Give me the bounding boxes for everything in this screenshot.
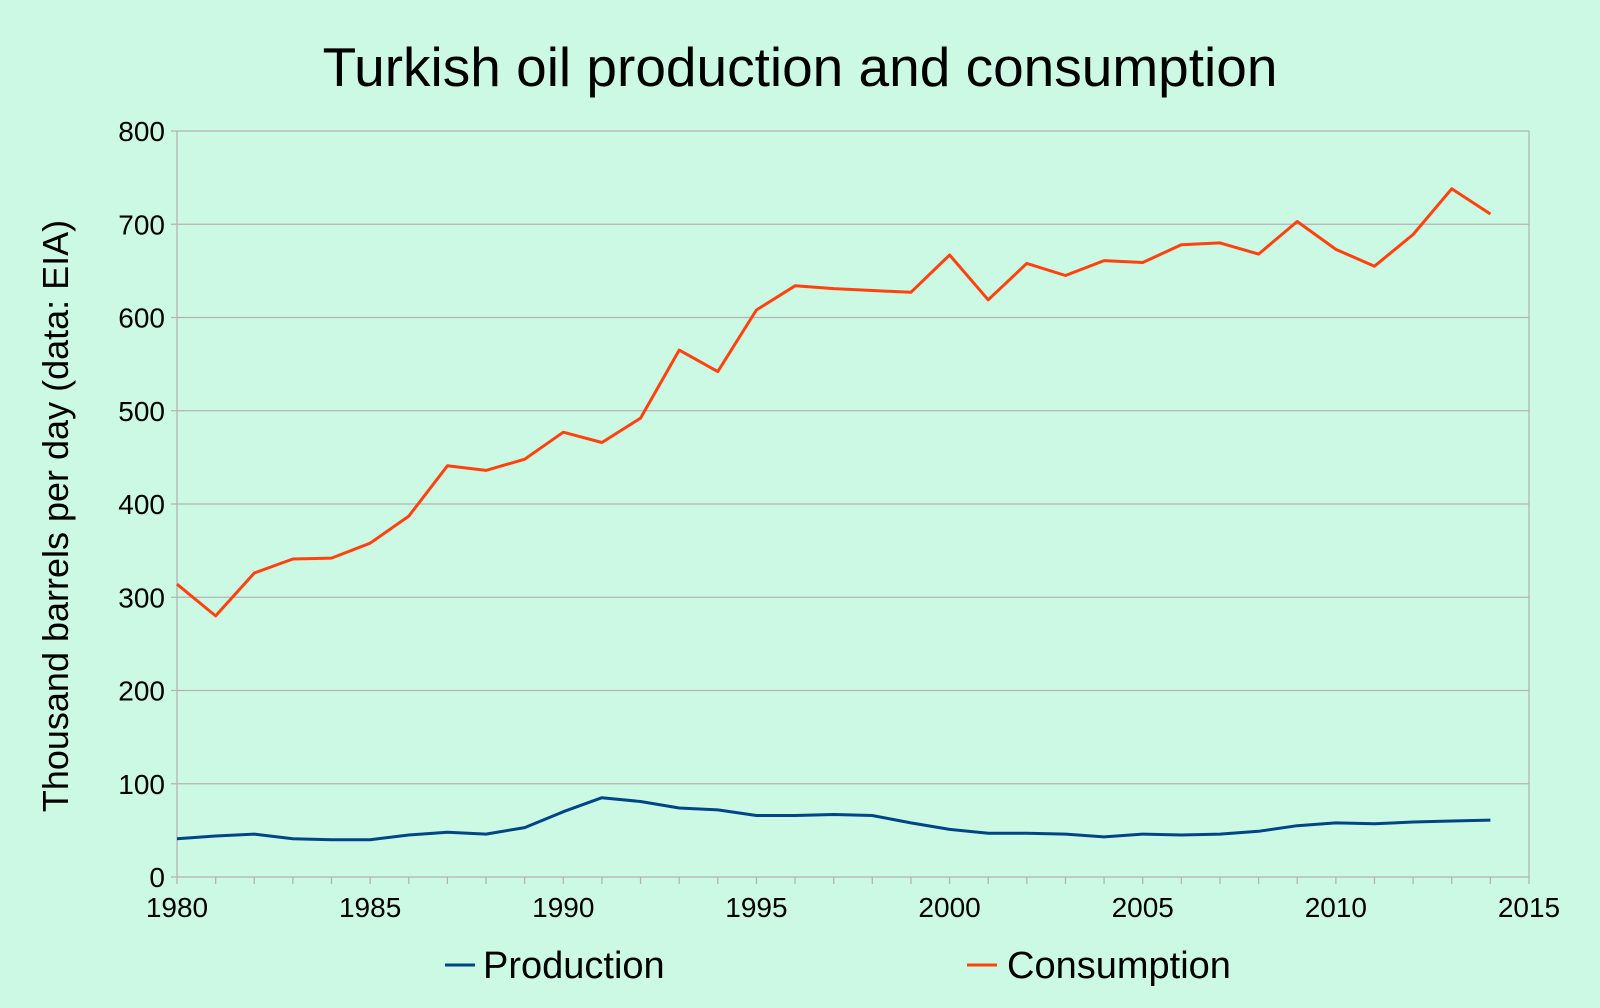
legend-label-consumption: Consumption xyxy=(1007,945,1231,987)
y-tick-label-600: 600 xyxy=(118,303,165,334)
y-tick-label-100: 100 xyxy=(118,769,165,800)
axes xyxy=(176,131,1530,884)
tick-labels: 0 100 200 300 400 500 600 700 800 1980 1985 1990 199… xyxy=(118,116,1560,923)
x-tick-label-1990: 1990 xyxy=(532,892,594,923)
y-axis-label: Thousand barrels per day (data: EIA) xyxy=(35,220,76,812)
x-tick-label-2000: 2000 xyxy=(918,892,980,923)
series-lines xyxy=(176,187,1492,842)
grid-lines xyxy=(171,130,1529,878)
y-tick-label-400: 400 xyxy=(118,489,165,520)
y-tick-label-800: 800 xyxy=(118,116,165,147)
y-tick-label-300: 300 xyxy=(118,582,165,613)
x-tick-label-2015: 2015 xyxy=(1498,892,1560,923)
legend: Production Consumption xyxy=(445,945,1231,987)
x-tick-label-1995: 1995 xyxy=(725,892,787,923)
legend-label-production: Production xyxy=(483,945,665,987)
x-tick-label-1985: 1985 xyxy=(339,892,401,923)
chart-title: Turkish oil production and consumption xyxy=(323,36,1278,98)
y-tick-label-700: 700 xyxy=(118,209,165,240)
y-tick-label-500: 500 xyxy=(118,396,165,427)
x-tick-label-2005: 2005 xyxy=(1112,892,1174,923)
series-line-consumption xyxy=(176,187,1492,618)
x-tick-label-1980: 1980 xyxy=(146,892,208,923)
series-line-production xyxy=(176,796,1491,842)
x-tick-label-2010: 2010 xyxy=(1305,892,1367,923)
y-tick-label-0: 0 xyxy=(149,862,165,893)
y-tick-label-200: 200 xyxy=(118,676,165,707)
